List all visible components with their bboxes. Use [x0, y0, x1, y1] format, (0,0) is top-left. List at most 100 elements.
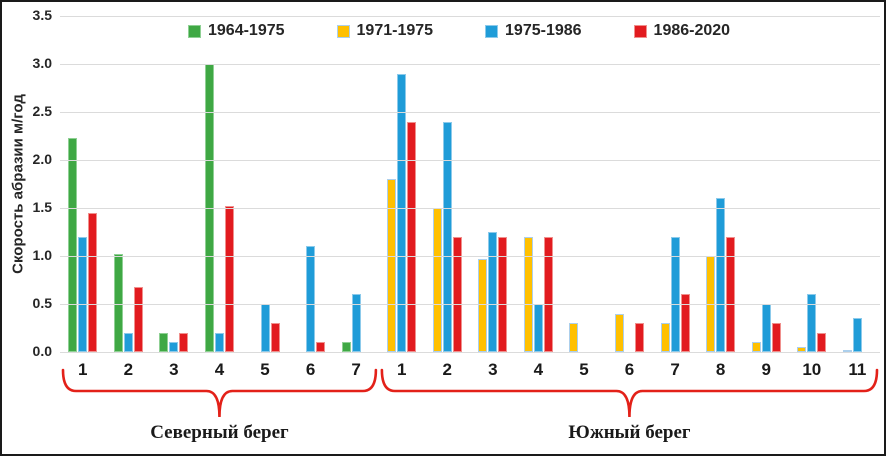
bar-slot: [133, 287, 143, 352]
bar-1975-1986: [533, 304, 543, 352]
bar-1964-1975: [159, 333, 169, 352]
section-label: Северный берег: [150, 422, 289, 443]
plot-area: 1 2 3 4 5 6 7 1 2 3 4 5 6 7 8 9 10 11 3.5 3.0 2.5 2.0 1.5 1.0 0…: [33, 7, 881, 379]
bar-groups: 1 2 3 4 5 6 7 1 2 3 4 5 6 7 8 9 10 11: [60, 16, 881, 379]
bar-slot: [852, 318, 862, 352]
x-tick-label: 10: [802, 360, 822, 379]
bar-group: 8: [698, 16, 744, 379]
bar-slot: [260, 304, 270, 352]
bar-group: 2: [106, 16, 152, 379]
bar-slot: [543, 237, 553, 352]
bar-slot: [452, 237, 462, 352]
y-tick-label: 2.5: [32, 103, 52, 119]
bar-1975-1986: [852, 318, 862, 352]
bar-slot: [407, 122, 417, 352]
bar-slot: [270, 323, 280, 352]
x-tick-label: 7: [670, 360, 680, 379]
bar-1971-1975: [569, 323, 579, 352]
bar-group: 3: [470, 16, 516, 379]
bar-1986-2020: [316, 342, 326, 352]
y-tick-label: 2.0: [32, 151, 52, 167]
gridline: [60, 112, 880, 113]
bar-slot: [716, 198, 726, 352]
bar-1971-1975: [751, 342, 761, 352]
legend-swatch-icon: [336, 24, 350, 38]
legend-swatch-icon: [633, 24, 647, 38]
bar-group: 4: [197, 16, 243, 379]
bar-1975-1986: [670, 237, 680, 352]
bar-1971-1975: [660, 323, 670, 352]
legend-label: 1986-2020: [653, 22, 731, 39]
bar-slot: [488, 232, 498, 352]
bar-slot: [807, 294, 817, 352]
bar-1975-1986: [397, 74, 407, 352]
x-tick-label: 5: [260, 360, 270, 379]
legend-label: 1975-1986: [505, 22, 582, 39]
bar-slot: [397, 74, 407, 352]
x-tick-label: 1: [396, 360, 407, 379]
bar-slot: [442, 122, 452, 352]
bar-1975-1986: [488, 232, 498, 352]
bar-slot: [123, 333, 133, 352]
bar-slot: [670, 237, 680, 352]
gridline: [60, 208, 880, 209]
bar-1964-1975: [68, 138, 78, 352]
bar-1975-1986: [306, 246, 316, 352]
bar-slot: [660, 323, 670, 352]
legend-label: 1964-1975: [208, 22, 285, 39]
bar-1975-1986: [807, 294, 817, 352]
bar-group: 11: [835, 16, 881, 379]
bar-1975-1986: [123, 333, 133, 352]
bar-group: 1: [379, 16, 425, 379]
bar-slot: [498, 237, 508, 352]
bar-1986-2020: [452, 237, 462, 352]
bar-1971-1975: [387, 179, 397, 352]
bar-slot: [387, 179, 397, 352]
bar-1975-1986: [716, 198, 726, 352]
curly-brace: [61, 368, 378, 418]
bar-group: 1: [60, 16, 106, 379]
bar-1975-1986: [442, 122, 452, 352]
y-tick-label: 3.5: [32, 7, 52, 23]
bar-group: 4: [516, 16, 562, 379]
gridline: [60, 160, 880, 161]
legend-item: 1986-2020: [633, 22, 731, 40]
legend-item: 1971-1975: [336, 22, 433, 40]
bar-slot: [88, 213, 98, 352]
x-tick-label: 6: [624, 360, 635, 379]
bar-1986-2020: [407, 122, 417, 352]
bar-1964-1975: [113, 254, 123, 352]
gridline: [60, 64, 880, 65]
bar-slot: [68, 138, 78, 352]
bar-1975-1986: [169, 342, 179, 352]
y-tick-label: 1.0: [32, 247, 52, 263]
x-tick-label: 4: [214, 360, 225, 379]
bar-slot: [771, 323, 781, 352]
bar-group: 7: [333, 16, 379, 379]
bar-group: 10: [789, 16, 835, 379]
bar-slot: [615, 314, 625, 352]
bar-1971-1975: [842, 350, 852, 352]
x-tick-label: 2: [442, 360, 453, 379]
legend-item: 1975-1986: [485, 22, 582, 40]
x-tick-label: 9: [761, 360, 771, 379]
bar-slot: [478, 259, 488, 352]
bar-1971-1975: [523, 237, 533, 352]
bar-group: 5: [561, 16, 607, 379]
bar-1975-1986: [260, 304, 270, 352]
x-tick-label: 2: [123, 360, 134, 379]
x-tick-label: 5: [579, 360, 589, 379]
bar-1986-2020: [680, 294, 690, 352]
bar-slot: [159, 333, 169, 352]
bar-1975-1986: [78, 237, 88, 352]
bar-1986-2020: [133, 287, 143, 352]
bar-slot: [341, 342, 351, 352]
bar-1986-2020: [543, 237, 553, 352]
bar-slot: [169, 342, 179, 352]
legend-item: 1964-1975: [188, 22, 285, 40]
bar-1986-2020: [498, 237, 508, 352]
x-tick-label: 3: [169, 360, 179, 379]
x-tick-label: 6: [305, 360, 316, 379]
y-tick-label: 0.0: [32, 343, 52, 359]
